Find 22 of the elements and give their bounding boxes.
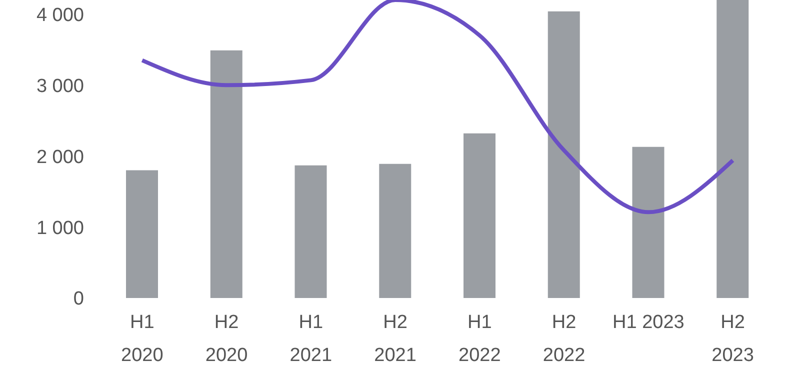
- y-tick-label: 0: [73, 288, 84, 310]
- y-tick-label: 2 000: [36, 146, 84, 168]
- x-tick-label: H2 2022: [542, 312, 586, 366]
- bar: [464, 133, 496, 298]
- bar: [548, 11, 580, 298]
- y-tick-label: 1 000: [36, 218, 84, 239]
- x-tick-label: H1 2023: [612, 312, 684, 333]
- y-tick-label: 4 000: [36, 4, 84, 26]
- x-tick-label: H2 2023: [712, 312, 754, 366]
- bar: [210, 50, 242, 298]
- bar: [716, 0, 749, 298]
- y-tick-label: 3 000: [36, 76, 84, 97]
- bar: [379, 164, 412, 298]
- x-tick-label: H2 2021: [374, 312, 416, 366]
- x-tick-label: H2 2020: [205, 312, 248, 366]
- x-tick-label: H1 2021: [290, 312, 332, 366]
- bar: [294, 165, 327, 298]
- x-tick-label: H1 2022: [458, 312, 501, 366]
- line-series: [140, 0, 735, 214]
- x-tick-label: H1 2020: [121, 312, 164, 366]
- bar: [126, 170, 158, 298]
- bar: [632, 146, 664, 298]
